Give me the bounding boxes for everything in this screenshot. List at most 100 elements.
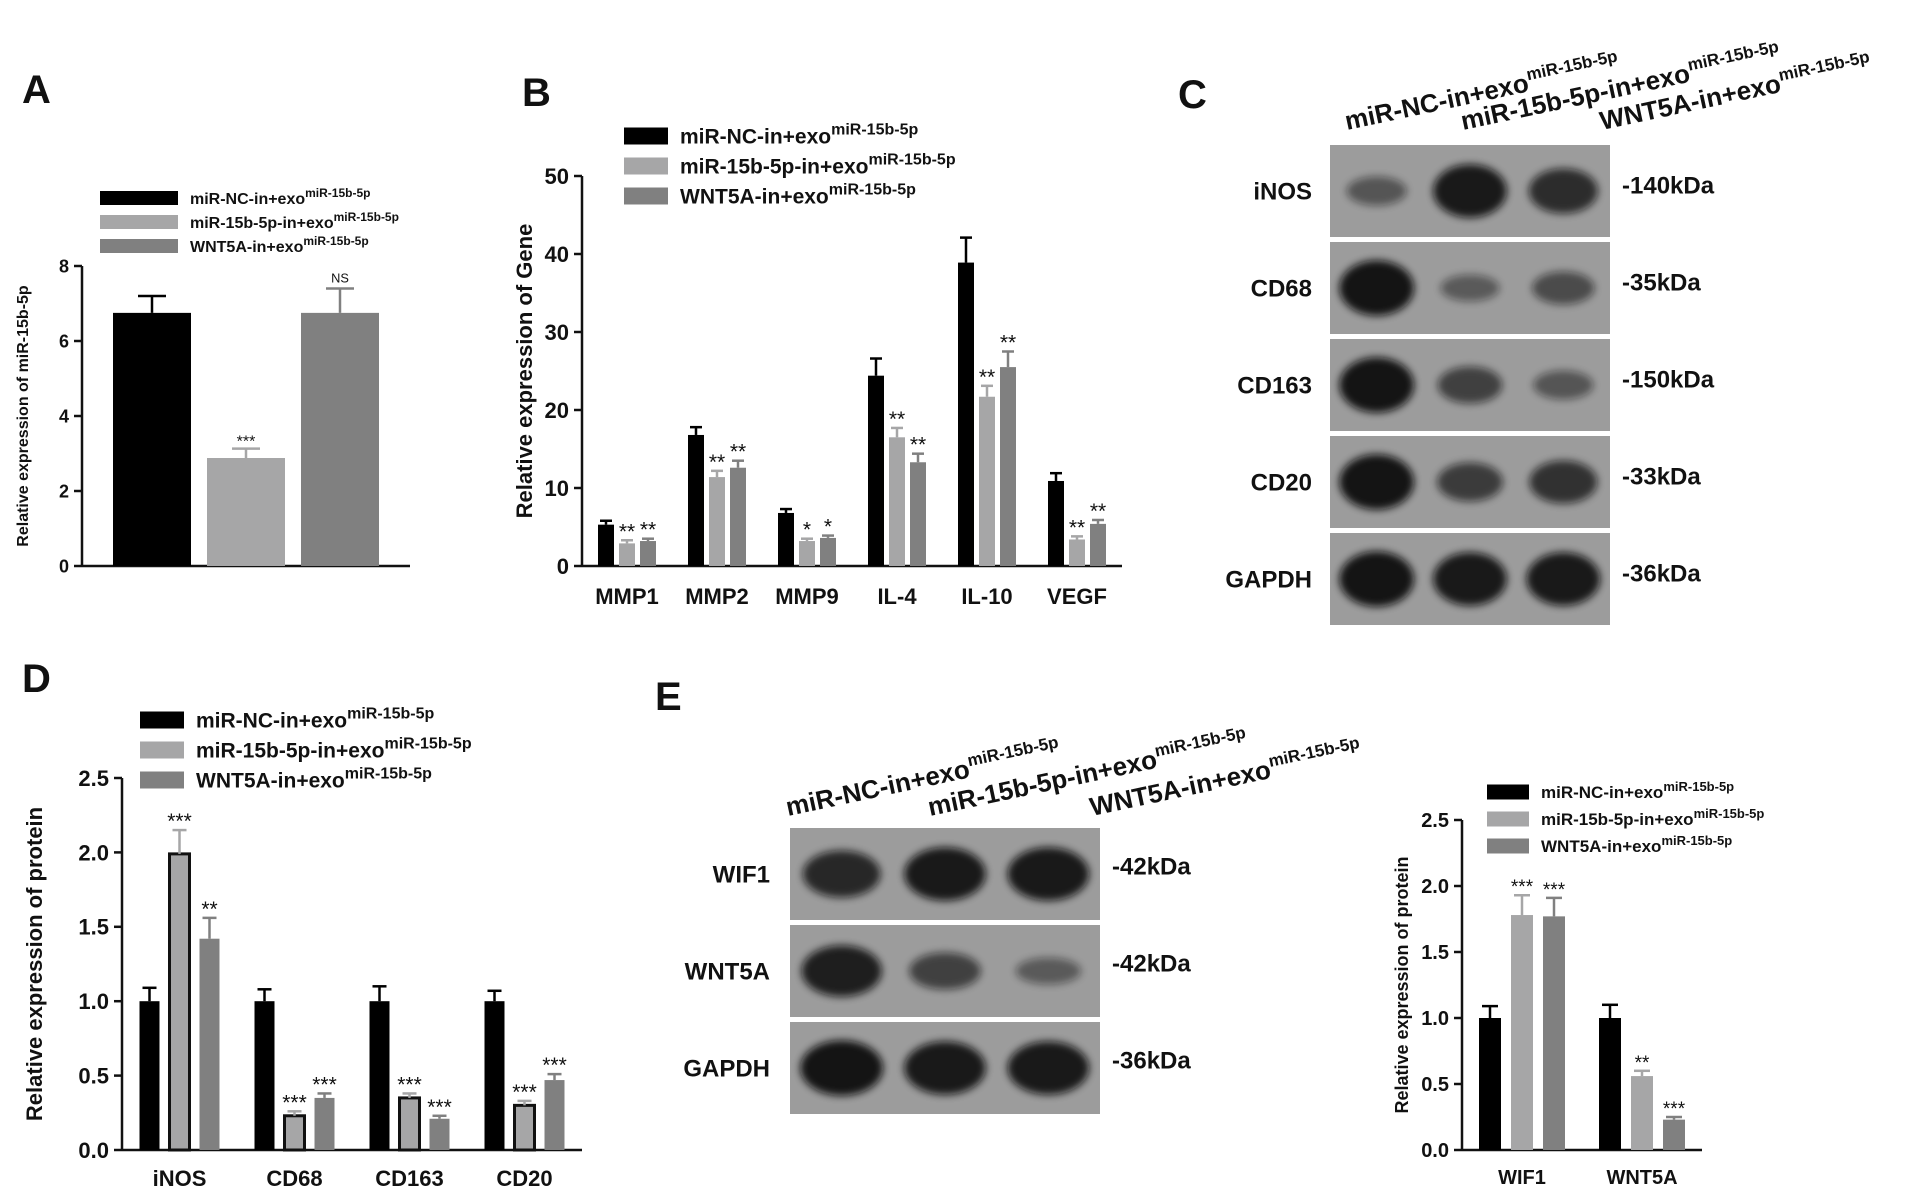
bar-wnt-CD163 [429, 1118, 450, 1150]
bar-nc-MMP1 [598, 524, 614, 566]
y-tick-label: 50 [545, 164, 569, 189]
bar-nc-MMP2 [688, 434, 704, 566]
panel-a-legend-label-wnt: WNT5A-in+exomiR-15b-5p [190, 234, 369, 256]
bar-nc-VEGF [1048, 480, 1064, 566]
significance-marker: *** [542, 1054, 567, 1077]
panel-letter: A [22, 68, 51, 112]
panel-b-legend-label-wnt: WNT5A-in+exomiR-15b-5p [680, 182, 916, 209]
bar-nc-CD163 [369, 1001, 390, 1150]
x-tick-label: CD163 [375, 1166, 443, 1191]
blot-band [1440, 274, 1500, 302]
panel-b-legend-label-nc: miR-NC-in+exomiR-15b-5p [680, 122, 918, 149]
blot-lane-label-nc-superscript: miR-15b-5p [966, 733, 1061, 771]
y-tick-label: 1.0 [78, 989, 109, 1014]
blot-band [1339, 551, 1414, 607]
blot-band [1529, 460, 1598, 504]
panel-a: AmiR-NC-in+exomiR-15b-5pmiR-15b-5p-in+ex… [15, 68, 410, 576]
panel-b-legend-label-mir-superscript: miR-15b-5p [868, 152, 955, 169]
panel-d-legend-swatch-nc [140, 711, 184, 729]
panel-d-legend-swatch-wnt [140, 771, 184, 789]
panel-d-legend-swatch-mir [140, 741, 184, 759]
x-tick-label: WNT5A [1606, 1167, 1677, 1189]
panel-d-legend-label-wnt-text: WNT5A-in+exo [196, 770, 345, 793]
y-tick-label: 0.5 [1421, 1074, 1449, 1096]
panel-d-legend-label-nc-superscript: miR-15b-5p [347, 706, 434, 723]
panel-e-legend-label-mir-text: miR-15b-5p-in+exo [1541, 810, 1694, 829]
y-tick-label: 2.0 [1421, 876, 1449, 898]
significance-marker: *** [237, 434, 256, 451]
bar-wnt-MMP2 [730, 467, 746, 566]
significance-marker: ** [730, 441, 746, 464]
panel-e-legend-label-wnt: WNT5A-in+exomiR-15b-5p [1541, 833, 1732, 856]
significance-marker: * [803, 519, 811, 542]
y-axis-title: Relative expression of protein [1392, 856, 1412, 1113]
bar-wnt-CD20 [544, 1080, 565, 1150]
panel-e-legend-label-wnt-text: WNT5A-in+exo [1541, 837, 1661, 856]
panel-b: BmiR-NC-in+exomiR-15b-5pmiR-15b-5p-in+ex… [512, 71, 1122, 609]
y-tick-label: 20 [545, 398, 569, 423]
blot-protein-label: WNT5A [685, 959, 770, 986]
panel-d-legend-label-nc-text: miR-NC-in+exo [196, 710, 347, 733]
y-tick-label: 0 [59, 556, 69, 576]
panel-d-legend-label-mir-text: miR-15b-5p-in+exo [196, 740, 384, 763]
panel-d-axes: 0.0 0.5 1.0 1.5 2.0 2.5 Relative expression of… [22, 766, 582, 1163]
panel-e-legend-swatch-nc [1487, 784, 1529, 800]
blot-size-marker: -140kDa [1622, 173, 1715, 200]
blot-band [1346, 176, 1407, 206]
panel-e-axes: 0.0 0.5 1.0 1.5 2.0 2.5 Relative expression of… [1392, 810, 1702, 1162]
panel-d-legend-label-nc: miR-NC-in+exomiR-15b-5p [196, 706, 434, 733]
x-tick-label: CD68 [266, 1166, 322, 1191]
bar-wnt-MMP1 [640, 541, 656, 566]
blot-band [904, 847, 986, 901]
bar-wnt-sample [301, 312, 379, 566]
y-axis-title: Relative expression of protein [22, 807, 47, 1121]
blot-size-marker: -36kDa [1622, 561, 1701, 588]
panel-b-legend-label-wnt-text: WNT5A-in+exo [680, 186, 829, 209]
significance-marker: ** [910, 434, 926, 457]
panel-b-legend-label-nc-superscript: miR-15b-5p [831, 122, 918, 139]
significance-marker: ** [201, 898, 217, 921]
bar-mir-VEGF [1069, 539, 1085, 566]
y-axis-title: Relative expression of Gene [512, 224, 537, 519]
x-tick-label: MMP9 [775, 584, 839, 609]
y-tick-label: 6 [59, 331, 69, 351]
blot-size-marker: -150kDa [1622, 367, 1715, 394]
bar-nc-IL-10 [958, 262, 974, 566]
blot-band [909, 952, 981, 990]
bar-nc-sample [113, 312, 191, 566]
y-axis-title: Relative expression of miR-15b-5p [15, 285, 32, 547]
blot-band [801, 945, 882, 997]
panel-b-legend-label-nc-text: miR-NC-in+exo [680, 126, 831, 149]
bar-mir-CD68 [283, 1114, 306, 1152]
panel-e-legend-swatch-wnt [1487, 838, 1529, 854]
blot-band [1437, 366, 1503, 404]
y-tick-label: 40 [545, 242, 569, 267]
panel-letter: D [22, 657, 51, 701]
panel-b-legend-swatch-mir [624, 157, 668, 175]
panel-b-legend-label-mir: miR-15b-5p-in+exomiR-15b-5p [680, 152, 956, 179]
blot-band [1433, 552, 1507, 606]
blot-band [1533, 370, 1594, 400]
x-tick-label: CD20 [496, 1166, 552, 1191]
significance-marker: ** [1069, 516, 1085, 539]
y-tick-label: 4 [59, 406, 69, 426]
panel-a-legend-swatch-mir [100, 215, 178, 229]
significance-marker: ** [1090, 500, 1106, 523]
significance-marker: *** [282, 1091, 307, 1114]
panel-a-legend-swatch-nc [100, 191, 178, 205]
bar-wnt-MMP9 [820, 537, 836, 566]
y-tick-label: 0.0 [78, 1138, 109, 1163]
panel-b-legend-label-wnt-superscript: miR-15b-5p [829, 182, 916, 199]
panel-b-legend-swatch-nc [624, 127, 668, 145]
bar-mir-iNOS [168, 852, 191, 1152]
blot-protein-label: CD20 [1251, 470, 1312, 497]
y-tick-label: 1.5 [78, 915, 109, 940]
bar-wnt-WNT5A [1663, 1119, 1685, 1150]
blot-band [1433, 164, 1507, 218]
blot-band [800, 1040, 884, 1096]
blot-band [1007, 1041, 1090, 1095]
y-tick-label: 8 [59, 256, 69, 276]
bar-mir-IL-10 [979, 396, 995, 566]
blot-size-marker: -35kDa [1622, 270, 1701, 297]
